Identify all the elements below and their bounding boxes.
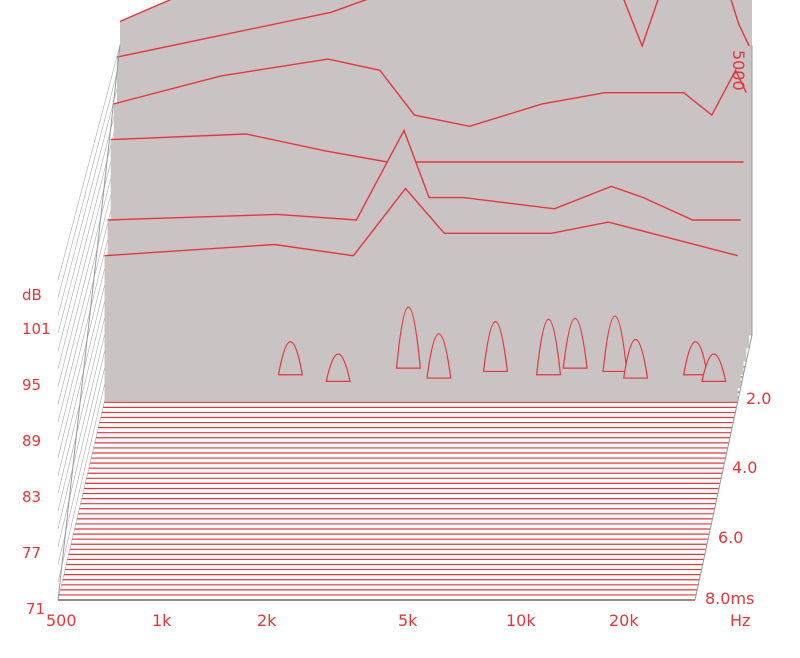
y-tick-label: 4.0: [732, 458, 757, 477]
slice-curve: [116, 0, 750, 58]
resonance-peak: [701, 353, 727, 382]
slice-curve: [104, 187, 738, 257]
axes: [57, 44, 753, 601]
resonance-peak: [277, 341, 304, 376]
resonance-peak: [395, 306, 421, 369]
left-gridline: [57, 173, 121, 423]
resonance-peak: [426, 333, 452, 379]
z-tick-label: 77: [22, 544, 41, 562]
resonance-peak: [535, 319, 562, 376]
left-gridline: [57, 141, 121, 387]
x-tick-label: 1k: [152, 611, 172, 630]
left-gridline: [57, 77, 121, 316]
left-gridline: [57, 61, 121, 298]
time-floor-lines: [58, 366, 746, 601]
y-tick-label: 6.0: [718, 528, 743, 547]
resonance-peak: [325, 353, 351, 382]
x-tick-label: 2k: [257, 611, 277, 630]
slice-curve: [113, 58, 747, 128]
resonance-peak: [623, 339, 649, 379]
resonance-peak: [562, 317, 588, 369]
top-frequency-label: 5000: [729, 50, 748, 91]
slice-curve: [110, 133, 744, 163]
left-gridline: [57, 125, 121, 369]
decay-surface: [104, 0, 752, 402]
x-tick-label: 5k: [398, 611, 418, 630]
z-tick-label: 95: [22, 376, 41, 394]
left-gridline: [57, 157, 121, 405]
level-axis: [57, 44, 121, 601]
z-tick-label: 101: [22, 320, 51, 338]
z-unit-label: dB: [22, 286, 42, 304]
x-tick-label: 500: [46, 611, 77, 630]
z-tick-label: 83: [22, 488, 41, 506]
y-tick-label: 2.0: [746, 389, 771, 408]
left-gridline: [57, 109, 121, 352]
slice-curve: [107, 128, 741, 221]
resonance-peak: [482, 321, 509, 373]
x-unit-label: Hz: [730, 611, 750, 630]
z-tick-label: 71: [26, 600, 45, 618]
x-tick-label: 10k: [506, 611, 536, 630]
time-axis: [694, 334, 753, 601]
x-tick-label: 20k: [609, 611, 639, 630]
left-gridline: [57, 44, 121, 281]
resonance-peak: [602, 315, 628, 373]
y-tick-label: 8.0ms: [705, 589, 754, 608]
z-tick-label: 89: [22, 432, 41, 450]
